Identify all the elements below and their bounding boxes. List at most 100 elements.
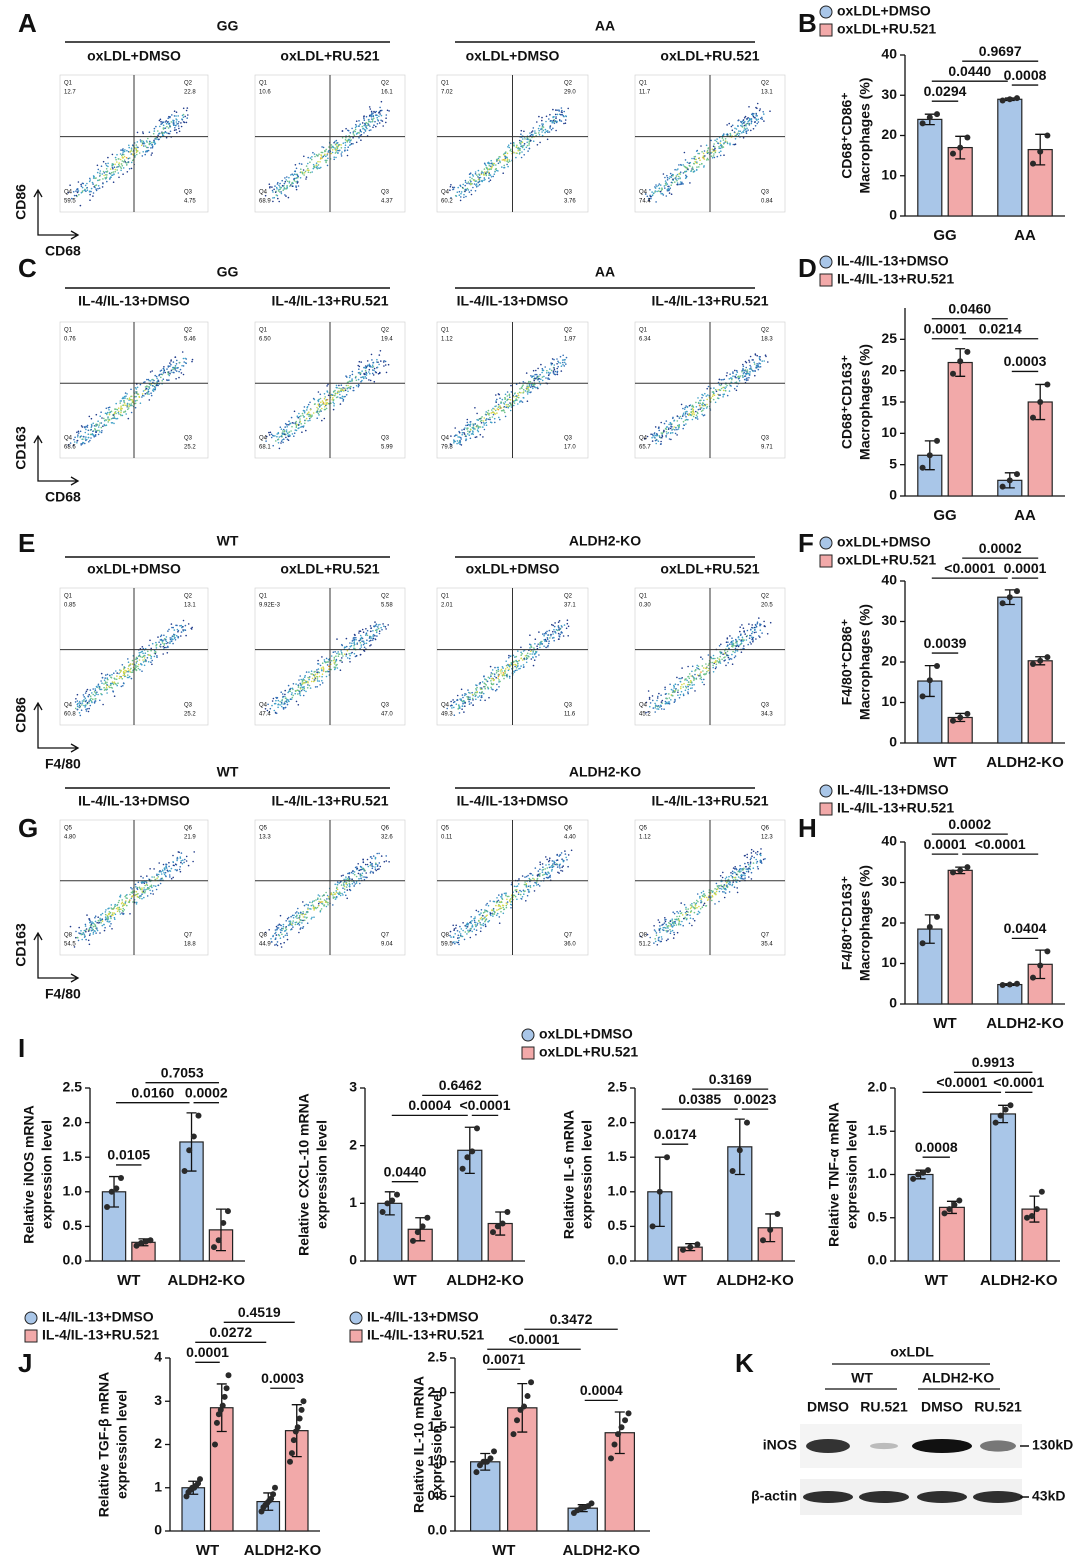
event-dot (307, 168, 309, 170)
event-dot (666, 426, 668, 428)
event-dot (467, 433, 469, 435)
event-dot (145, 393, 147, 395)
event-dot (523, 131, 525, 133)
event-dot (296, 189, 298, 191)
event-dot (128, 147, 130, 149)
event-dot (167, 652, 169, 654)
event-dot (673, 426, 675, 428)
event-dot (485, 414, 487, 416)
event-dot (658, 185, 660, 187)
event-dot (112, 167, 114, 169)
event-dot (374, 626, 376, 628)
event-dot (167, 118, 169, 120)
event-dot (553, 367, 555, 369)
event-dot (508, 655, 510, 657)
event-dot (95, 932, 97, 934)
event-dot (682, 164, 684, 166)
event-dot (726, 385, 728, 387)
event-dot (532, 134, 534, 136)
event-dot (522, 384, 524, 386)
event-dot (734, 652, 736, 654)
event-dot (450, 435, 452, 437)
event-dot (369, 130, 371, 132)
event-dot (366, 643, 368, 645)
event-dot (539, 374, 541, 376)
event-dot (478, 431, 480, 433)
event-dot (326, 676, 328, 678)
event-dot (685, 416, 687, 418)
event-dot (311, 156, 313, 158)
event-dot (80, 431, 82, 433)
event-dot (503, 672, 505, 674)
event-dot (379, 630, 381, 632)
event-dot (307, 684, 309, 686)
event-dot (475, 173, 477, 175)
event-dot (508, 657, 510, 659)
event-dot (130, 389, 132, 391)
event-dot (123, 398, 125, 400)
event-dot (515, 157, 517, 159)
plot-title: oxLDL+RU.521 (280, 561, 379, 577)
event-dot (353, 637, 355, 639)
event-dot (674, 691, 676, 693)
event-dot (524, 138, 526, 140)
event-dot (122, 151, 124, 153)
event-dot (380, 120, 382, 122)
event-dot (166, 641, 168, 643)
event-dot (114, 416, 116, 418)
event-dot (663, 708, 665, 710)
event-dot (75, 701, 77, 703)
event-dot (498, 393, 500, 395)
flow-ylabel: CD86 (13, 697, 29, 733)
event-dot (693, 414, 695, 416)
event-dot (102, 704, 104, 706)
event-dot (182, 119, 184, 121)
event-dot (315, 686, 317, 688)
event-dot (470, 190, 472, 192)
event-dot (719, 651, 721, 653)
event-dot (292, 433, 294, 435)
quadrant-label: Q1 (639, 594, 648, 600)
event-dot (366, 639, 368, 641)
event-dot (712, 395, 714, 397)
event-dot (311, 681, 313, 683)
event-dot (348, 139, 350, 141)
event-dot (139, 152, 141, 154)
event-dot (681, 418, 683, 420)
event-dot (471, 692, 473, 694)
event-dot (121, 163, 123, 165)
event-dot (318, 668, 320, 670)
event-dot (296, 177, 298, 179)
event-dot (695, 417, 697, 419)
event-dot (685, 690, 687, 692)
event-dot (662, 435, 664, 437)
quadrant-value: 9.92E-3 (259, 603, 281, 609)
event-dot (132, 144, 134, 146)
event-dot (726, 375, 728, 377)
event-dot (95, 177, 97, 179)
event-dot (309, 420, 311, 422)
event-dot (90, 429, 92, 431)
event-dot (732, 125, 734, 127)
event-dot (85, 700, 87, 702)
event-dot (280, 691, 282, 693)
event-dot (561, 110, 563, 112)
event-dot (317, 663, 319, 665)
event-dot (126, 157, 128, 159)
event-dot (130, 403, 132, 405)
event-dot (360, 654, 362, 656)
event-dot (526, 142, 528, 144)
event-dot (283, 707, 285, 709)
event-dot (316, 671, 318, 673)
event-dot (755, 118, 757, 120)
event-dot (491, 167, 493, 169)
event-dot (462, 432, 464, 434)
event-dot (740, 633, 742, 635)
event-dot (186, 856, 188, 858)
event-dot (115, 411, 117, 413)
event-dot (468, 183, 470, 185)
event-dot (542, 380, 544, 382)
event-dot (721, 652, 723, 654)
event-dot (743, 645, 745, 647)
event-dot (450, 184, 452, 186)
